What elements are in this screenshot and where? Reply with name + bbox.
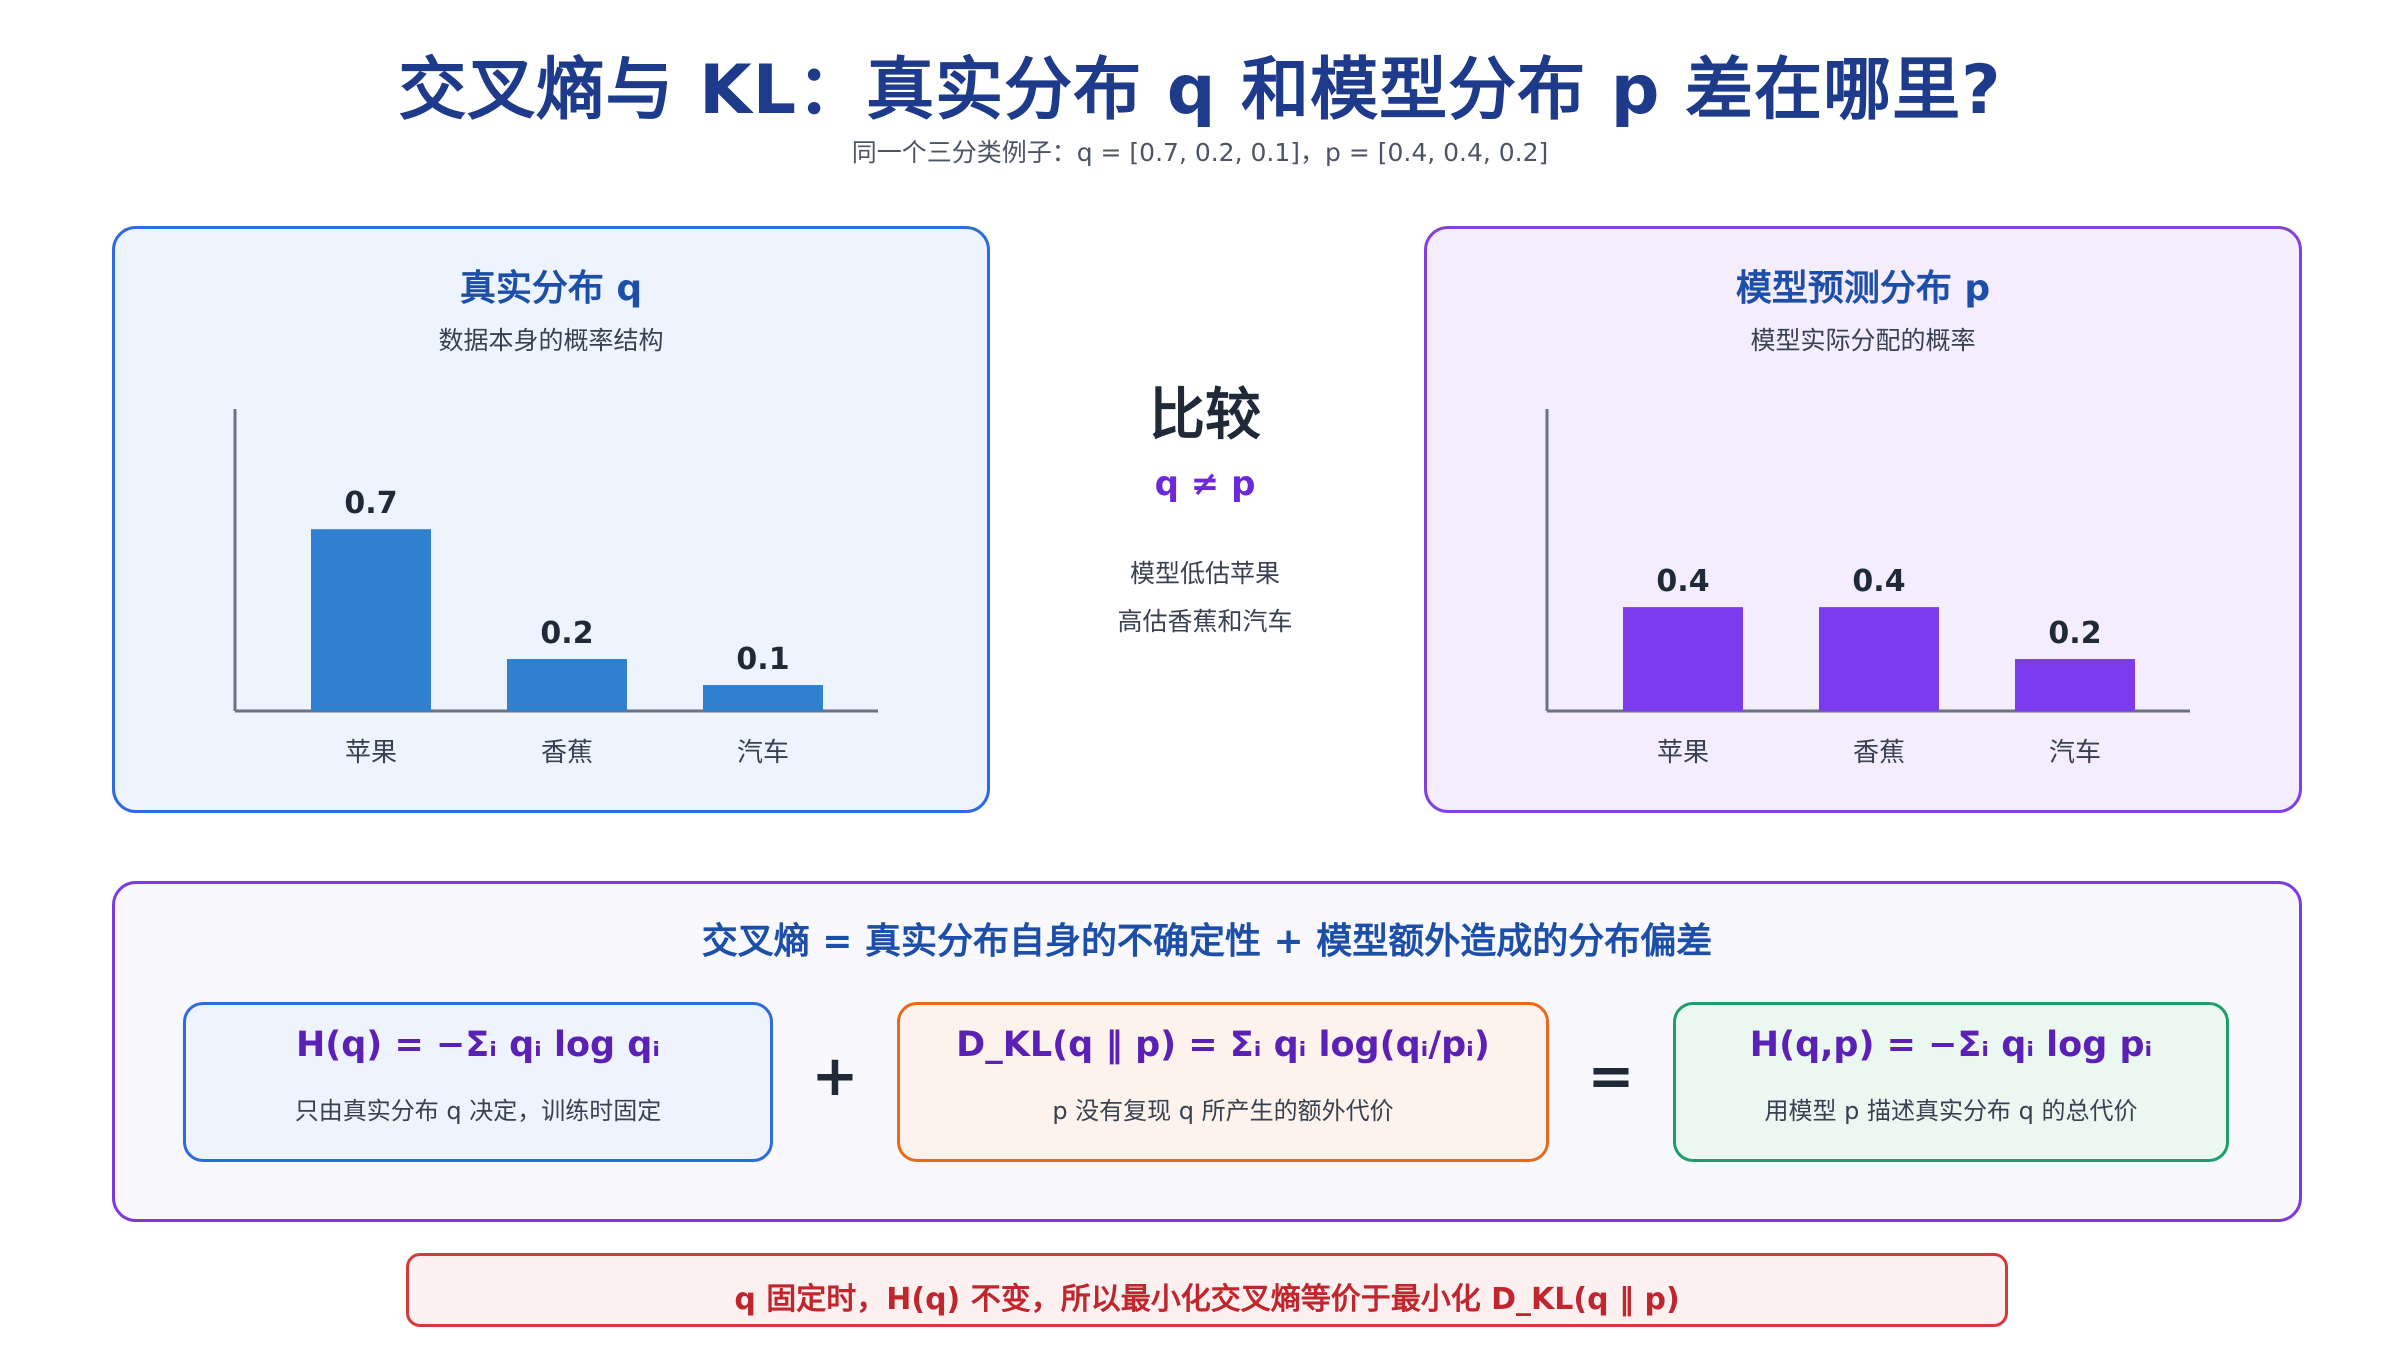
conclusion-banner: q 固定时，H(q) 不变，所以最小化交叉熵等价于最小化 D_KL(q ‖ p) xyxy=(406,1253,2008,1327)
entropy-box: H(q) = −Σᵢ qᵢ log qᵢ 只由真实分布 q 决定，训练时固定 xyxy=(183,1002,773,1162)
true-chart-value-label: 0.7 xyxy=(344,486,397,521)
model-chart-category-label: 香蕉 xyxy=(1853,738,1905,768)
model-chart-category-label: 苹果 xyxy=(1657,738,1709,768)
formula-headline: 交叉熵 = 真实分布自身的不确定性 + 模型额外造成的分布偏差 xyxy=(701,921,1713,962)
page-subtitle: 同一个三分类例子：q = [0.7, 0.2, 0.1]，p = [0.4, 0… xyxy=(851,138,1549,167)
kl-divergence-description: p 没有复现 q 所产生的额外代价 xyxy=(1052,1097,1394,1125)
true-distribution-bar-chart: 0.7 苹果 0.2 香蕉 0.1 汽车 xyxy=(233,409,878,768)
true-chart-category-label: 香蕉 xyxy=(541,738,593,768)
kl-divergence-box: D_KL(q ‖ p) = Σᵢ qᵢ log(qᵢ/pᵢ) p 没有复现 q … xyxy=(897,1002,1549,1162)
compare-note-line1: 模型低估苹果 xyxy=(1129,559,1280,588)
true-chart-category-label: 苹果 xyxy=(345,738,397,768)
cross-entropy-box: H(q,p) = −Σᵢ qᵢ log pᵢ 用模型 p 描述真实分布 q 的总… xyxy=(1673,1002,2229,1162)
model-chart-value-label: 0.2 xyxy=(2048,616,2101,651)
model-distribution-title: 模型预测分布 p xyxy=(1735,268,1991,309)
formula-panel: 交叉熵 = 真实分布自身的不确定性 + 模型额外造成的分布偏差 H(q) = −… xyxy=(112,881,2302,1222)
model-chart-value-label: 0.4 xyxy=(1656,564,1709,599)
conclusion-text: q 固定时，H(q) 不变，所以最小化交叉熵等价于最小化 D_KL(q ‖ p) xyxy=(734,1282,1680,1317)
page-title: 交叉熵与 KL：真实分布 q 和模型分布 p 差在哪里? xyxy=(398,51,2002,130)
true-chart-bar xyxy=(311,529,431,711)
model-chart-bar xyxy=(1819,607,1939,711)
model-distribution-subtitle: 模型实际分配的概率 xyxy=(1750,326,1976,355)
model-distribution-bar-chart: 0.4 苹果 0.4 香蕉 0.2 汽车 xyxy=(1545,409,2190,768)
true-distribution-subtitle: 数据本身的概率结构 xyxy=(438,326,664,355)
equals-operator: = xyxy=(1587,1044,1635,1109)
cross-entropy-formula: H(q,p) = −Σᵢ qᵢ log pᵢ xyxy=(1749,1025,2153,1065)
model-distribution-panel: 模型预测分布 p 模型实际分配的概率 0.4 苹果 0.4 香蕉 0.2 汽车 xyxy=(1424,226,2302,813)
compare-relation: q ≠ p xyxy=(1154,464,1256,504)
model-chart-bar xyxy=(1623,607,1743,711)
model-chart-category-label: 汽车 xyxy=(2049,738,2101,768)
compare-note-line2: 高估香蕉和汽车 xyxy=(1117,607,1293,636)
true-chart-value-label: 0.2 xyxy=(540,616,593,651)
compare-title: 比较 xyxy=(1149,383,1261,448)
true-chart-bar xyxy=(703,685,823,711)
true-chart-bar xyxy=(507,659,627,711)
cross-entropy-description: 用模型 p 描述真实分布 q 的总代价 xyxy=(1764,1097,2138,1125)
true-distribution-panel: 真实分布 q 数据本身的概率结构 0.7 苹果 0.2 香蕉 0.1 汽车 xyxy=(112,226,990,813)
entropy-description: 只由真实分布 q 决定，训练时固定 xyxy=(294,1097,662,1125)
entropy-formula: H(q) = −Σᵢ qᵢ log qᵢ xyxy=(295,1025,661,1065)
true-chart-value-label: 0.1 xyxy=(736,642,789,677)
model-chart-bar xyxy=(2015,659,2135,711)
kl-divergence-formula: D_KL(q ‖ p) = Σᵢ qᵢ log(qᵢ/pᵢ) xyxy=(956,1025,1490,1065)
true-chart-category-label: 汽车 xyxy=(737,738,789,768)
model-chart-value-label: 0.4 xyxy=(1852,564,1905,599)
plus-operator: + xyxy=(811,1044,859,1109)
true-distribution-title: 真实分布 q xyxy=(459,268,643,309)
